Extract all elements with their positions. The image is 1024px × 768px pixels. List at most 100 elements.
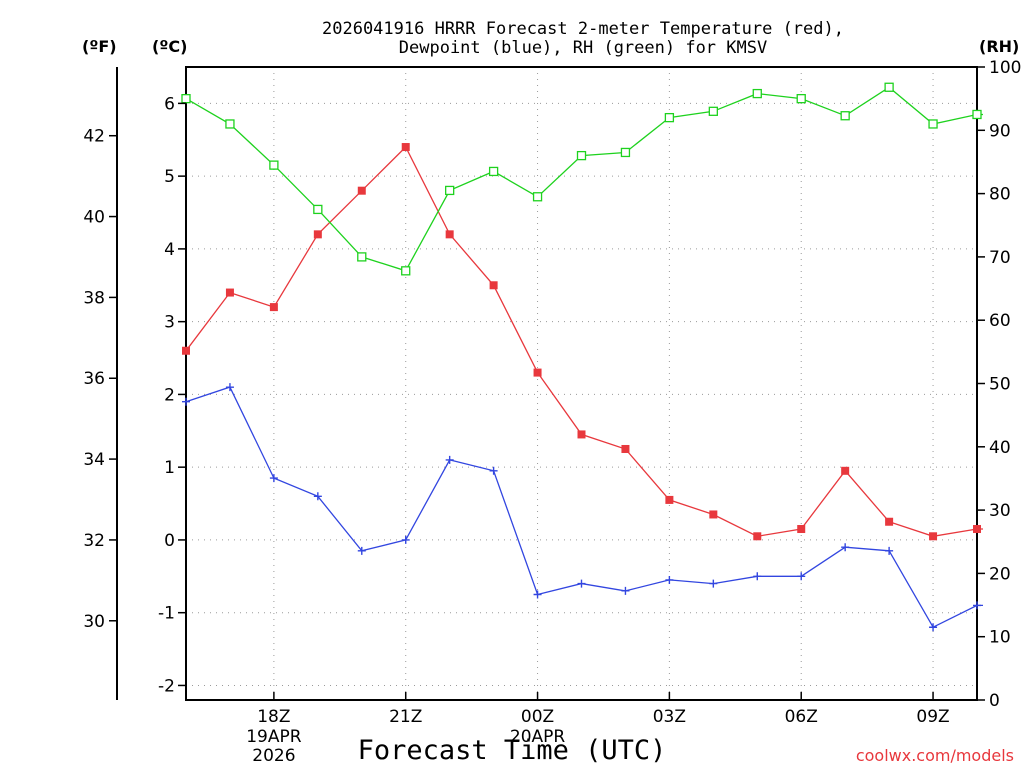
temperature-point xyxy=(357,186,366,195)
celsius-tick-label: -2 xyxy=(158,676,175,696)
dewpoint-point xyxy=(577,579,586,588)
rh-tick-label: 90 xyxy=(989,121,1011,141)
rh-point xyxy=(752,88,762,99)
temperature-point xyxy=(313,230,322,239)
rh-tick-label: 60 xyxy=(989,311,1011,331)
dewpoint-point xyxy=(753,572,762,581)
temperature-point xyxy=(533,368,542,377)
dewpoint-point xyxy=(357,546,366,555)
rh-point xyxy=(357,252,367,262)
dewpoint-point xyxy=(841,543,850,552)
dewpoint-point xyxy=(709,579,718,588)
rh-line xyxy=(185,86,983,272)
rh-point xyxy=(225,119,235,129)
x-axis-title: Forecast Time (UTC) xyxy=(358,735,667,766)
dewpoint-point xyxy=(929,623,938,632)
x-tick-label: 03Z xyxy=(653,707,686,727)
dewpoint-point xyxy=(973,601,981,610)
tick-labels: -2-1012345630323436384042010203040506070… xyxy=(83,58,1021,766)
series-layer xyxy=(181,82,983,632)
dewpoint-point xyxy=(885,546,894,555)
rh-tick-label: 50 xyxy=(989,375,1011,395)
rh-tick-label: 70 xyxy=(989,248,1011,268)
rh-point xyxy=(313,204,323,215)
x-tick-label: 09Z xyxy=(916,707,949,727)
fahrenheit-tick-label: 36 xyxy=(83,369,105,389)
celsius-tick-label: -1 xyxy=(158,604,175,624)
temperature-point xyxy=(973,525,981,534)
series-rh xyxy=(181,82,983,276)
series-temperature xyxy=(182,143,983,541)
fahrenheit-tick-label: 30 xyxy=(83,612,105,632)
x-tick-label: 06Z xyxy=(785,707,818,727)
celsius-tick-label: 5 xyxy=(164,167,175,187)
temperature-point xyxy=(269,303,278,312)
rh-point xyxy=(796,94,806,104)
temperature-point xyxy=(182,346,190,355)
rh-point xyxy=(708,106,718,116)
rh-tick-label: 10 xyxy=(989,628,1011,648)
rh-point xyxy=(664,112,675,123)
rh-unit-label: (RH) xyxy=(979,37,1019,56)
dewpoint-point xyxy=(533,590,542,599)
x-tick-label: 00Z xyxy=(521,707,554,727)
rh-point xyxy=(620,147,631,158)
rh-point xyxy=(401,266,411,276)
temperature-point xyxy=(929,532,938,541)
celsius-tick-label: 6 xyxy=(164,94,175,114)
rh-point xyxy=(840,111,850,121)
rh-point xyxy=(576,150,587,161)
rh-tick-label: 30 xyxy=(989,501,1011,521)
x-tick-year-label: 2026 xyxy=(252,746,295,766)
dewpoint-point xyxy=(621,586,630,595)
temperature-point xyxy=(489,281,498,290)
fahrenheit-tick-label: 32 xyxy=(83,531,105,551)
dewpoint-point xyxy=(665,575,674,584)
x-tick-label: 18Z xyxy=(257,707,290,727)
fahrenheit-unit-label: (ºF) xyxy=(82,37,117,56)
x-tick-date-label: 19APR xyxy=(246,727,302,747)
chart-title-line2: Dewpoint (blue), RH (green) for KMSV xyxy=(399,38,767,58)
temperature-point xyxy=(841,466,850,475)
temperature-point xyxy=(885,517,894,526)
rh-point xyxy=(972,109,982,120)
celsius-unit-label: (ºC) xyxy=(152,37,187,56)
rh-point xyxy=(445,185,455,196)
temperature-point xyxy=(621,444,630,453)
dewpoint-point xyxy=(225,383,234,392)
celsius-tick-label: 1 xyxy=(164,458,175,478)
fahrenheit-tick-label: 34 xyxy=(83,450,105,470)
rh-tick-label: 100 xyxy=(989,58,1021,78)
temperature-point xyxy=(753,532,762,541)
x-tick-date-label: 20APR xyxy=(510,727,566,747)
rh-tick-label: 40 xyxy=(989,438,1011,458)
temperature-point xyxy=(225,288,234,297)
rh-point xyxy=(181,94,191,104)
rh-tick-label: 0 xyxy=(989,691,1000,711)
celsius-tick-label: 3 xyxy=(164,313,175,333)
temperature-point xyxy=(445,230,454,239)
x-tick-label: 21Z xyxy=(389,707,422,727)
temperature-point xyxy=(709,510,718,519)
rh-tick-label: 80 xyxy=(989,185,1011,205)
rh-point xyxy=(488,166,499,177)
temperature-point xyxy=(577,430,586,439)
rh-tick-label: 20 xyxy=(989,564,1011,584)
dewpoint-point xyxy=(269,474,278,483)
temperature-point xyxy=(797,525,806,534)
rh-point xyxy=(269,160,279,170)
dewpoint-point xyxy=(797,572,806,581)
dewpoint-point xyxy=(313,492,322,501)
temperature-line xyxy=(185,145,983,537)
celsius-tick-label: 4 xyxy=(164,240,175,260)
rh-point xyxy=(928,119,938,129)
fahrenheit-tick-label: 38 xyxy=(83,288,105,308)
chart-title-line1: 2026041916 HRRR Forecast 2-meter Tempera… xyxy=(322,19,844,39)
series-dewpoint xyxy=(182,383,983,632)
rh-point xyxy=(532,192,543,202)
celsius-tick-label: 0 xyxy=(164,531,175,551)
temperature-point xyxy=(401,143,410,152)
fahrenheit-tick-label: 42 xyxy=(83,127,105,147)
